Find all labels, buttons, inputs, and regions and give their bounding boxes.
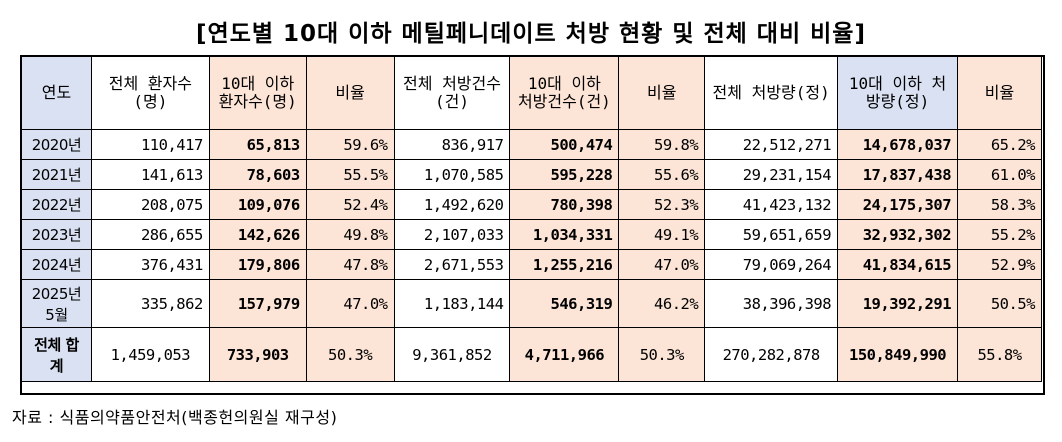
row-label: 2023년 bbox=[21, 219, 92, 250]
header-row: 연도 전체 환자수(명) 10대 이하 환자수(명) 비율 전체 처방건수(건)… bbox=[21, 56, 1042, 130]
cell-total-patients: 1,459,053 bbox=[90, 327, 210, 382]
cell-teen-quantity: 14,678,037 bbox=[837, 129, 959, 160]
header-prescription-ratio: 비율 bbox=[618, 56, 706, 130]
table-row: 2022년 208,075 109,076 52.4% 1,492,620 780,398… bbox=[21, 189, 1042, 220]
table-row: 2025년 5월 335,862 157,979 47.0% 1,183,144 546,… bbox=[21, 279, 1042, 328]
cell-prescription-ratio: 47.0% bbox=[618, 249, 706, 280]
cell-prescription-ratio: 49.1% bbox=[618, 219, 706, 250]
header-total-quantity: 전체 처방량(정) bbox=[704, 56, 839, 130]
row-label: 2024년 bbox=[21, 249, 92, 280]
cell-total-quantity: 29,231,154 bbox=[704, 159, 839, 190]
cell-total-quantity: 59,651,659 bbox=[704, 219, 839, 250]
prescription-table: 연도 전체 환자수(명) 10대 이하 환자수(명) 비율 전체 처방건수(건)… bbox=[21, 56, 1042, 382]
cell-teen-patients: 78,603 bbox=[208, 159, 307, 190]
cell-total-quantity: 38,396,398 bbox=[704, 279, 839, 328]
table-row: 2023년 286,655 142,626 49.8% 2,107,033 1,034,3… bbox=[21, 219, 1042, 250]
row-label: 2021년 bbox=[21, 159, 92, 190]
cell-patient-ratio: 47.0% bbox=[305, 279, 395, 328]
cell-total-prescriptions: 9,361,852 bbox=[393, 327, 511, 382]
cell-total-patients: 376,431 bbox=[90, 249, 210, 280]
cell-teen-prescriptions: 546,319 bbox=[509, 279, 620, 328]
header-teen-quantity: 10대 이하 처방량(정) bbox=[837, 56, 959, 130]
cell-teen-quantity: 150,849,990 bbox=[837, 327, 959, 382]
row-label: 2025년 5월 bbox=[21, 279, 92, 328]
cell-total-quantity: 22,512,271 bbox=[704, 129, 839, 160]
cell-total-prescriptions: 836,917 bbox=[393, 129, 511, 160]
cell-patient-ratio: 59.6% bbox=[305, 129, 395, 160]
header-total-prescriptions: 전체 처방건수(건) bbox=[393, 56, 511, 130]
cell-total-quantity: 270,282,878 bbox=[704, 327, 839, 382]
cell-teen-patients: 157,979 bbox=[208, 279, 307, 328]
header-patient-ratio: 비율 bbox=[305, 56, 395, 130]
cell-teen-patients: 65,813 bbox=[208, 129, 307, 160]
cell-total-prescriptions: 2,107,033 bbox=[393, 219, 511, 250]
cell-total-prescriptions: 1,070,585 bbox=[393, 159, 511, 190]
cell-teen-quantity: 41,834,615 bbox=[837, 249, 959, 280]
header-quantity-ratio: 비율 bbox=[957, 56, 1042, 130]
table-row: 전체 합계 1,459,053 733,903 50.3% 9,361,852 4,711… bbox=[21, 327, 1042, 382]
cell-teen-prescriptions: 1,034,331 bbox=[509, 219, 620, 250]
cell-total-prescriptions: 1,492,620 bbox=[393, 189, 511, 220]
row-label: 2020년 bbox=[21, 129, 92, 160]
cell-quantity-ratio: 50.5% bbox=[957, 279, 1042, 328]
cell-prescription-ratio: 52.3% bbox=[618, 189, 706, 220]
cell-total-quantity: 79,069,264 bbox=[704, 249, 839, 280]
cell-prescription-ratio: 55.6% bbox=[618, 159, 706, 190]
cell-prescription-ratio: 46.2% bbox=[618, 279, 706, 328]
table-row: 2020년 110,417 65,813 59.6% 836,917 500,474 59.… bbox=[21, 129, 1042, 160]
cell-teen-patients: 179,806 bbox=[208, 249, 307, 280]
cell-teen-quantity: 17,837,438 bbox=[837, 159, 959, 190]
cell-total-patients: 110,417 bbox=[90, 129, 210, 160]
cell-quantity-ratio: 58.3% bbox=[957, 189, 1042, 220]
table-row: 2021년 141,613 78,603 55.5% 1,070,585 595,228 5… bbox=[21, 159, 1042, 190]
cell-prescription-ratio: 59.8% bbox=[618, 129, 706, 160]
cell-teen-quantity: 19,392,291 bbox=[837, 279, 959, 328]
cell-patient-ratio: 55.5% bbox=[305, 159, 395, 190]
cell-total-patients: 141,613 bbox=[90, 159, 210, 190]
cell-teen-patients: 109,076 bbox=[208, 189, 307, 220]
cell-patient-ratio: 49.8% bbox=[305, 219, 395, 250]
cell-patient-ratio: 47.8% bbox=[305, 249, 395, 280]
header-teen-prescriptions: 10대 이하 처방건수(건) bbox=[509, 56, 620, 130]
cell-quantity-ratio: 55.2% bbox=[957, 219, 1042, 250]
row-label: 2022년 bbox=[21, 189, 92, 220]
cell-teen-quantity: 24,175,307 bbox=[837, 189, 959, 220]
table-title: [연도별 10대 이하 메틸페니데이트 처방 현황 및 전체 대비 비율] bbox=[196, 21, 866, 47]
row-label: 전체 합계 bbox=[21, 327, 92, 382]
header-year: 연도 bbox=[21, 56, 92, 130]
cell-teen-prescriptions: 595,228 bbox=[509, 159, 620, 190]
header-total-patients: 전체 환자수(명) bbox=[90, 56, 210, 130]
cell-total-patients: 335,862 bbox=[90, 279, 210, 328]
cell-teen-prescriptions: 780,398 bbox=[509, 189, 620, 220]
cell-total-patients: 208,075 bbox=[90, 189, 210, 220]
cell-teen-patients: 142,626 bbox=[208, 219, 307, 250]
cell-total-prescriptions: 2,671,553 bbox=[393, 249, 511, 280]
header-teen-patients: 10대 이하 환자수(명) bbox=[208, 56, 307, 130]
cell-quantity-ratio: 61.0% bbox=[957, 159, 1042, 190]
cell-quantity-ratio: 55.8% bbox=[957, 327, 1042, 382]
cell-teen-quantity: 32,932,302 bbox=[837, 219, 959, 250]
cell-prescription-ratio: 50.3% bbox=[618, 327, 706, 382]
cell-total-patients: 286,655 bbox=[90, 219, 210, 250]
cell-total-prescriptions: 1,183,144 bbox=[393, 279, 511, 328]
cell-patient-ratio: 50.3% bbox=[305, 327, 395, 382]
source-note: 자료 : 식품의약품안전처(백종헌의원실 재구성) bbox=[12, 408, 338, 427]
cell-teen-prescriptions: 500,474 bbox=[509, 129, 620, 160]
cell-quantity-ratio: 65.2% bbox=[957, 129, 1042, 160]
table-row: 2024년 376,431 179,806 47.8% 2,671,553 1,255,2… bbox=[21, 249, 1042, 280]
cell-quantity-ratio: 52.9% bbox=[957, 249, 1042, 280]
cell-teen-prescriptions: 1,255,216 bbox=[509, 249, 620, 280]
cell-teen-patients: 733,903 bbox=[208, 327, 307, 382]
cell-patient-ratio: 52.4% bbox=[305, 189, 395, 220]
cell-teen-prescriptions: 4,711,966 bbox=[509, 327, 620, 382]
cell-total-quantity: 41,423,132 bbox=[704, 189, 839, 220]
